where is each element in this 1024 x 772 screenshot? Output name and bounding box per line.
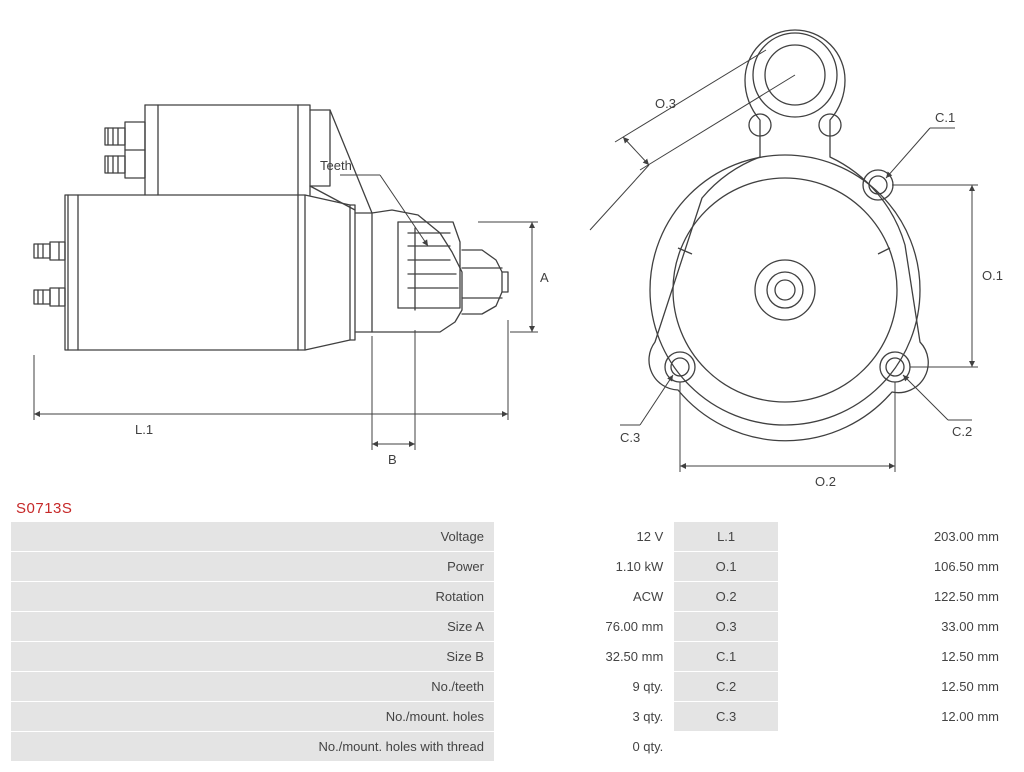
dim-C3-label: C.3: [620, 430, 640, 445]
dim-B-label: B: [388, 452, 397, 467]
spec-value: ACW: [494, 582, 673, 612]
dim-label: O.3: [674, 612, 779, 642]
dim-label: C.1: [674, 642, 779, 672]
dim-value: 12.50 mm: [778, 672, 1009, 702]
teeth-label: Teeth: [320, 158, 352, 173]
spec-row: Size B32.50 mmC.112.50 mm: [11, 642, 1010, 672]
dim-label: L.1: [674, 522, 779, 552]
dim-O1-label: O.1: [982, 268, 1003, 283]
dim-label: O.2: [674, 582, 779, 612]
spec-tbody: Voltage12 VL.1203.00 mmPower1.10 kWO.110…: [11, 522, 1010, 762]
side-view: L.1 B A: [10, 10, 560, 500]
dim-value: 122.50 mm: [778, 582, 1009, 612]
spec-label: No./teeth: [11, 672, 495, 702]
spec-label: No./mount. holes: [11, 702, 495, 732]
dim-value: 12.50 mm: [778, 642, 1009, 672]
dim-L1-label: L.1: [135, 422, 153, 437]
spec-value: 9 qty.: [494, 672, 673, 702]
spec-label: No./mount. holes with thread: [11, 732, 495, 762]
dim-label: C.3: [674, 702, 779, 732]
spec-label: Size A: [11, 612, 495, 642]
dim-value: [778, 732, 1009, 762]
dim-value: 203.00 mm: [778, 522, 1009, 552]
spec-row: No./mount. holes with thread0 qty.: [11, 732, 1010, 762]
spec-label: Size B: [11, 642, 495, 672]
dim-label: [674, 732, 779, 762]
spec-table: Voltage12 VL.1203.00 mmPower1.10 kWO.110…: [10, 521, 1010, 762]
dim-A-label: A: [540, 270, 549, 285]
dim-label: O.1: [674, 552, 779, 582]
dim-C2-label: C.2: [952, 424, 972, 439]
dim-C1-label: C.1: [935, 110, 955, 125]
spec-label: Rotation: [11, 582, 495, 612]
drawings-row: L.1 B A: [10, 10, 1014, 500]
part-id: S0713S: [16, 500, 1014, 517]
dim-label: C.2: [674, 672, 779, 702]
spec-value: 3 qty.: [494, 702, 673, 732]
spec-row: Power1.10 kWO.1106.50 mm: [11, 552, 1010, 582]
spec-value: 0 qty.: [494, 732, 673, 762]
dim-value: 12.00 mm: [778, 702, 1009, 732]
dim-O3-label: O.3: [655, 96, 676, 111]
spec-value: 32.50 mm: [494, 642, 673, 672]
spec-value: 12 V: [494, 522, 673, 552]
front-view: O.3 O.1 O.2: [560, 10, 1014, 500]
spec-label: Power: [11, 552, 495, 582]
spec-row: Size A76.00 mmO.333.00 mm: [11, 612, 1010, 642]
page: L.1 B A: [0, 0, 1024, 772]
spec-value: 76.00 mm: [494, 612, 673, 642]
dim-value: 33.00 mm: [778, 612, 1009, 642]
dim-value: 106.50 mm: [778, 552, 1009, 582]
spec-row: No./mount. holes3 qty.C.312.00 mm: [11, 702, 1010, 732]
spec-row: Voltage12 VL.1203.00 mm: [11, 522, 1010, 552]
spec-row: No./teeth9 qty.C.212.50 mm: [11, 672, 1010, 702]
spec-value: 1.10 kW: [494, 552, 673, 582]
spec-label: Voltage: [11, 522, 495, 552]
dim-O2-label: O.2: [815, 474, 836, 489]
spec-row: RotationACWO.2122.50 mm: [11, 582, 1010, 612]
